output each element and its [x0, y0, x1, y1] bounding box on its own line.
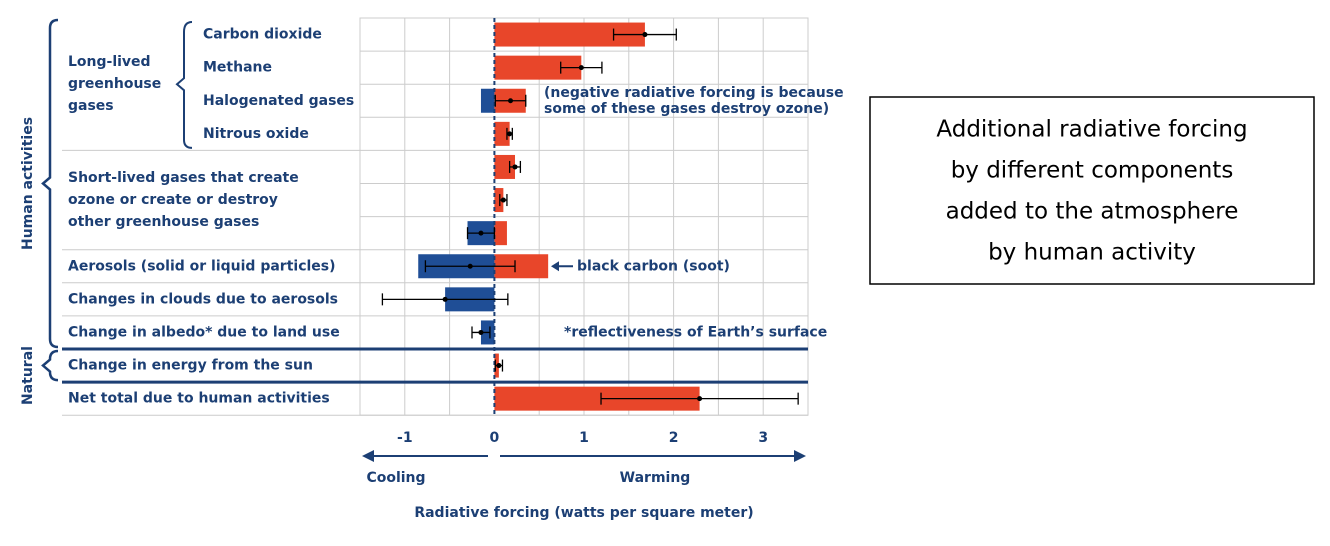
category-label: Aerosols (solid or liquid particles) [68, 258, 336, 274]
x-tick-label: 2 [669, 430, 679, 446]
caption-line: by human activity [988, 240, 1196, 266]
group-label: Short-lived gases that create ozone or cr… [68, 170, 299, 230]
net-dot [467, 263, 473, 269]
annotation: some of these gases destroy ozone) [544, 101, 829, 117]
caption-line: added to the atmosphere [946, 199, 1239, 225]
category-label: Halogenated gases [203, 93, 354, 109]
x-tick-label: 3 [758, 430, 768, 446]
category-label: Changes in clouds due to aerosols [68, 291, 338, 307]
direction-label: Warming [620, 470, 691, 486]
arrowhead [794, 450, 806, 462]
category-label: Nitrous oxide [203, 126, 309, 142]
net-dot [642, 32, 648, 38]
caption-line: by different components [951, 158, 1234, 184]
x-tick-label: 1 [579, 430, 589, 446]
bar [494, 221, 507, 246]
bar [494, 121, 510, 146]
section-label: Natural [20, 346, 36, 405]
category-label: Change in energy from the sun [68, 358, 313, 374]
bar [480, 88, 495, 113]
category-label: Methane [203, 60, 272, 76]
net-dot [507, 131, 513, 137]
net-dot [578, 65, 584, 71]
category-label: Carbon dioxide [203, 27, 322, 43]
net-dot [512, 164, 518, 170]
annotation: *reflectiveness of Earth’s surface [564, 324, 827, 340]
section-label: Human activities [20, 117, 36, 250]
annotation-arrowhead [551, 261, 559, 272]
net-dot [697, 396, 703, 402]
x-axis-label: Radiative forcing (watts per square mete… [414, 505, 753, 521]
caption-box [869, 96, 1315, 285]
section-brace [41, 349, 59, 382]
net-dot [478, 230, 484, 236]
caption-line: Additional radiative forcing [936, 117, 1247, 143]
annotation: black carbon (soot) [577, 258, 730, 274]
category-label: Change in albedo* due to land use [68, 324, 340, 340]
section-brace [41, 18, 59, 349]
net-dot [478, 329, 484, 335]
annotation: (negative radiative forcing is because [544, 85, 844, 101]
direction-label: Cooling [366, 470, 425, 486]
net-dot [500, 197, 506, 203]
net-dot [442, 296, 448, 302]
bar [494, 188, 504, 213]
x-tick-label: 0 [490, 430, 500, 446]
arrowhead [362, 450, 374, 462]
x-tick-label: -1 [397, 430, 413, 446]
group-label: Long-lived greenhouse gases [68, 54, 161, 114]
category-label: Net total due to human activities [68, 391, 330, 407]
net-dot [496, 363, 502, 369]
net-dot [508, 98, 514, 104]
brace [175, 21, 193, 149]
